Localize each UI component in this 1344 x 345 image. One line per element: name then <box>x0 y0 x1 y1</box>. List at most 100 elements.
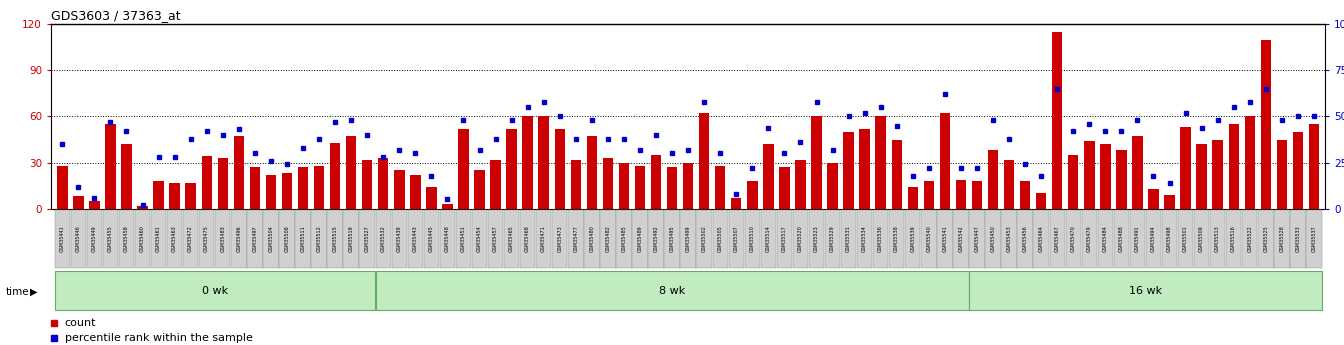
Text: GSM35443: GSM35443 <box>413 226 418 252</box>
Text: GSM35532: GSM35532 <box>380 226 386 252</box>
FancyBboxPatch shape <box>857 210 872 268</box>
Text: GSM35441: GSM35441 <box>59 226 65 252</box>
Bar <box>394 170 405 209</box>
FancyBboxPatch shape <box>472 210 488 268</box>
Text: GSM35528: GSM35528 <box>1279 226 1285 252</box>
Bar <box>571 159 581 209</box>
Text: GSM35515: GSM35515 <box>332 226 337 252</box>
Bar <box>1036 193 1047 209</box>
Text: GSM35517: GSM35517 <box>782 226 786 252</box>
Text: GSM35525: GSM35525 <box>1263 226 1269 252</box>
Text: GSM35537: GSM35537 <box>1312 226 1317 252</box>
Bar <box>891 139 902 209</box>
Text: GSM35507: GSM35507 <box>734 226 739 252</box>
Text: GSM35508: GSM35508 <box>285 226 289 252</box>
Text: time: time <box>5 287 30 296</box>
FancyBboxPatch shape <box>1146 210 1161 268</box>
FancyBboxPatch shape <box>841 210 856 268</box>
Text: GSM35502: GSM35502 <box>702 226 707 252</box>
Bar <box>426 187 437 209</box>
FancyBboxPatch shape <box>456 210 472 268</box>
Text: GSM35446: GSM35446 <box>75 226 81 252</box>
Text: GSM35467: GSM35467 <box>1055 226 1059 252</box>
FancyBboxPatch shape <box>1130 210 1145 268</box>
Text: GDS3603 / 37363_at: GDS3603 / 37363_at <box>51 9 180 22</box>
Text: GSM35542: GSM35542 <box>958 226 964 252</box>
FancyBboxPatch shape <box>761 210 775 268</box>
Bar <box>618 162 629 209</box>
Bar <box>266 175 276 209</box>
Bar <box>1068 155 1078 209</box>
Bar <box>763 144 774 209</box>
Bar <box>507 129 517 209</box>
FancyBboxPatch shape <box>536 210 551 268</box>
Bar <box>410 175 421 209</box>
Bar <box>586 136 597 209</box>
Text: GSM35449: GSM35449 <box>91 226 97 252</box>
Bar <box>923 181 934 209</box>
FancyBboxPatch shape <box>407 210 423 268</box>
Text: GSM35463: GSM35463 <box>172 226 177 252</box>
FancyBboxPatch shape <box>1098 210 1113 268</box>
Text: GSM35483: GSM35483 <box>220 226 226 252</box>
Text: GSM35485: GSM35485 <box>621 226 626 252</box>
Text: GSM35519: GSM35519 <box>348 226 353 252</box>
Bar <box>1101 144 1110 209</box>
Text: GSM35497: GSM35497 <box>253 226 257 252</box>
FancyBboxPatch shape <box>921 210 937 268</box>
Text: GSM35457: GSM35457 <box>493 226 499 252</box>
Bar <box>683 162 694 209</box>
Bar <box>715 166 726 209</box>
FancyBboxPatch shape <box>55 210 70 268</box>
Bar <box>699 114 710 209</box>
FancyBboxPatch shape <box>71 210 86 268</box>
Bar <box>747 181 758 209</box>
Bar <box>796 159 805 209</box>
Bar <box>667 167 677 209</box>
FancyBboxPatch shape <box>55 271 375 310</box>
FancyBboxPatch shape <box>888 210 905 268</box>
FancyBboxPatch shape <box>552 210 567 268</box>
Text: GSM35484: GSM35484 <box>1103 226 1107 252</box>
FancyBboxPatch shape <box>777 210 792 268</box>
FancyBboxPatch shape <box>617 210 632 268</box>
Text: GSM35492: GSM35492 <box>653 226 659 252</box>
FancyBboxPatch shape <box>1258 210 1274 268</box>
Bar <box>474 170 485 209</box>
Text: GSM35461: GSM35461 <box>156 226 161 252</box>
Text: GSM35540: GSM35540 <box>926 226 931 252</box>
Bar <box>345 136 356 209</box>
Bar <box>234 136 245 209</box>
FancyBboxPatch shape <box>1306 210 1321 268</box>
Text: GSM35509: GSM35509 <box>1199 226 1204 252</box>
Text: GSM35479: GSM35479 <box>1087 226 1091 252</box>
FancyBboxPatch shape <box>1114 210 1129 268</box>
FancyBboxPatch shape <box>263 210 278 268</box>
Bar <box>202 156 212 209</box>
FancyBboxPatch shape <box>1242 210 1258 268</box>
Text: GSM35541: GSM35541 <box>942 226 948 252</box>
FancyBboxPatch shape <box>937 210 953 268</box>
Text: GSM35445: GSM35445 <box>429 226 434 252</box>
FancyBboxPatch shape <box>423 210 439 268</box>
Text: GSM35491: GSM35491 <box>1134 226 1140 252</box>
Text: GSM35488: GSM35488 <box>1120 226 1124 252</box>
Text: GSM35439: GSM35439 <box>396 226 402 252</box>
FancyBboxPatch shape <box>488 210 503 268</box>
FancyBboxPatch shape <box>969 210 985 268</box>
Text: GSM35511: GSM35511 <box>301 226 305 252</box>
FancyBboxPatch shape <box>712 210 728 268</box>
Text: GSM35472: GSM35472 <box>188 226 194 252</box>
Text: GSM35499: GSM35499 <box>685 226 691 252</box>
Bar <box>442 204 453 209</box>
FancyBboxPatch shape <box>296 210 310 268</box>
Text: GSM35495: GSM35495 <box>669 226 675 252</box>
FancyBboxPatch shape <box>905 210 921 268</box>
Bar <box>89 201 99 209</box>
FancyBboxPatch shape <box>825 210 840 268</box>
Text: GSM35531: GSM35531 <box>847 226 851 252</box>
FancyBboxPatch shape <box>199 210 215 268</box>
Text: GSM35513: GSM35513 <box>1215 226 1220 252</box>
Bar <box>972 181 982 209</box>
Bar <box>329 142 340 209</box>
